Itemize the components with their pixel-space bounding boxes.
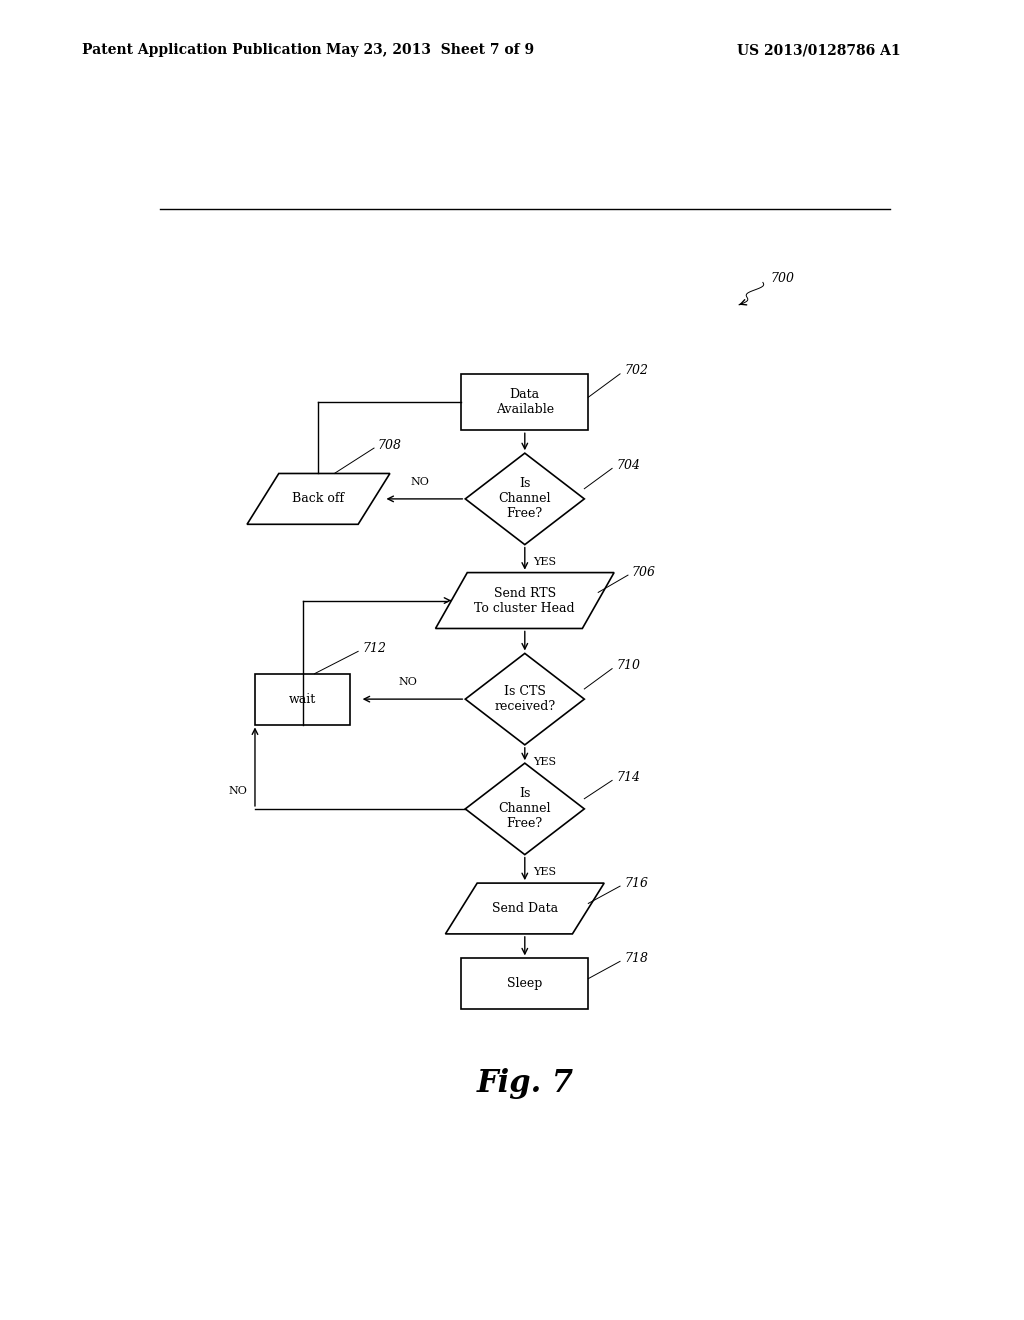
Polygon shape [465,653,585,744]
Text: YES: YES [534,758,556,767]
Text: Sleep: Sleep [507,977,543,990]
Text: NO: NO [398,677,417,686]
Text: Send Data: Send Data [492,902,558,915]
Bar [255,673,350,725]
Text: Is
Channel
Free?: Is Channel Free? [499,478,551,520]
Bar [461,958,588,1008]
Text: NO: NO [411,477,429,487]
Polygon shape [445,883,604,935]
Text: YES: YES [534,557,556,566]
Polygon shape [435,573,614,628]
Text: US 2013/0128786 A1: US 2013/0128786 A1 [737,44,901,57]
Text: 706: 706 [632,565,656,578]
Polygon shape [465,763,585,854]
Text: Is CTS
received?: Is CTS received? [495,685,555,713]
Polygon shape [247,474,390,524]
Text: wait: wait [289,693,316,706]
Text: NO: NO [228,785,247,796]
Text: 714: 714 [616,771,640,784]
Text: 702: 702 [624,364,648,378]
Text: Patent Application Publication: Patent Application Publication [82,44,322,57]
Text: Back off: Back off [293,492,344,506]
Text: 712: 712 [362,642,386,655]
Text: Data
Available: Data Available [496,388,554,416]
Text: 704: 704 [616,459,640,471]
Text: Send RTS
To cluster Head: Send RTS To cluster Head [474,586,575,615]
Polygon shape [465,453,585,545]
Text: 708: 708 [378,438,402,451]
Text: YES: YES [534,867,556,876]
Bar [461,375,588,430]
Text: 718: 718 [624,952,648,965]
Text: 700: 700 [771,272,795,285]
Text: 710: 710 [616,659,640,672]
Text: Is
Channel
Free?: Is Channel Free? [499,788,551,830]
Text: May 23, 2013  Sheet 7 of 9: May 23, 2013 Sheet 7 of 9 [326,44,535,57]
Text: 716: 716 [624,876,648,890]
Text: Fig. 7: Fig. 7 [476,1068,573,1098]
